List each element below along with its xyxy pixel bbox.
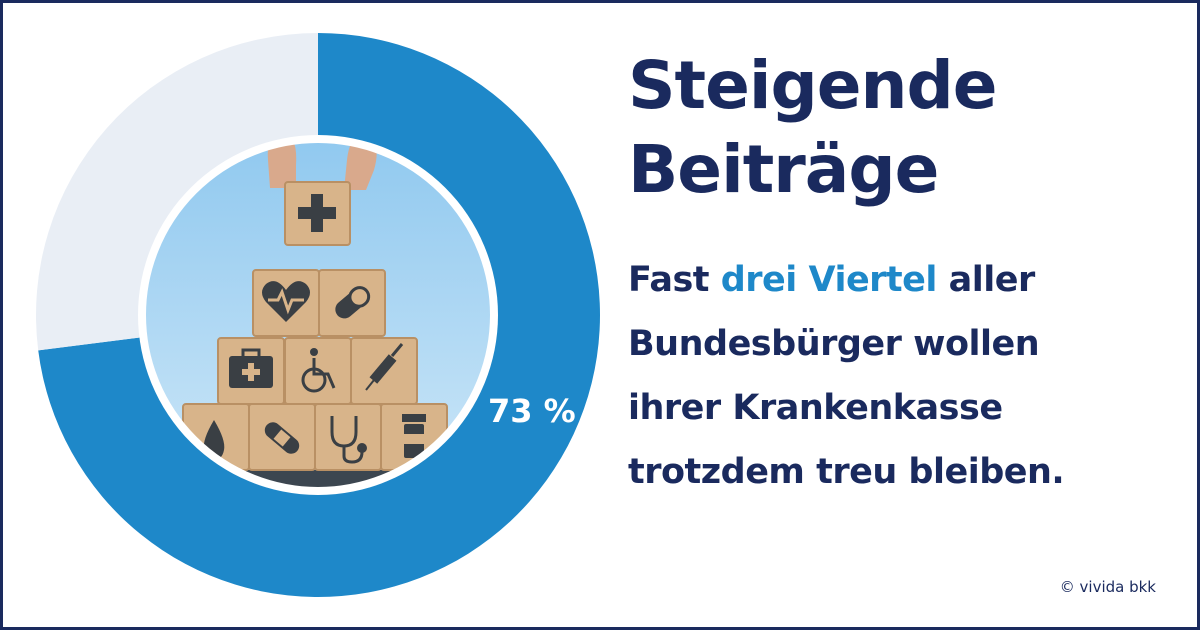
body-text: Fast drei Viertel aller Bundesbürger wol… (628, 248, 1065, 504)
photo-ring (140, 137, 496, 493)
headline: Steigende Beiträge (628, 44, 997, 212)
headline-line-1: Steigende (628, 47, 997, 124)
highlight-text: drei Viertel (720, 260, 938, 300)
headline-line-2: Beiträge (628, 131, 939, 208)
percentage-label: 73 % (488, 392, 576, 430)
body-line-1-post: aller (936, 260, 1036, 300)
pill-icon (335, 286, 371, 319)
wheelchair-icon (301, 348, 336, 393)
donut-chart (36, 33, 601, 597)
body-line-3: ihrer Krankenkasse (628, 388, 1003, 428)
body-line-2: Bundesbürger wollen (628, 324, 1040, 364)
stethoscope-icon (330, 416, 367, 464)
body-line-1-pre: Fast (628, 260, 721, 300)
bandage-icon (264, 422, 300, 454)
pill-bottle-icon (402, 414, 426, 458)
body-line-4: trotzdem treu bleiben. (628, 452, 1065, 492)
body-line-1: Fast drei Viertel aller (628, 248, 1064, 312)
syringe-icon (365, 343, 404, 391)
plus-icon (298, 194, 336, 232)
first-aid-kit-icon (229, 348, 273, 388)
heart-icon (262, 281, 310, 322)
copyright: © vivida bkk (1059, 578, 1156, 596)
